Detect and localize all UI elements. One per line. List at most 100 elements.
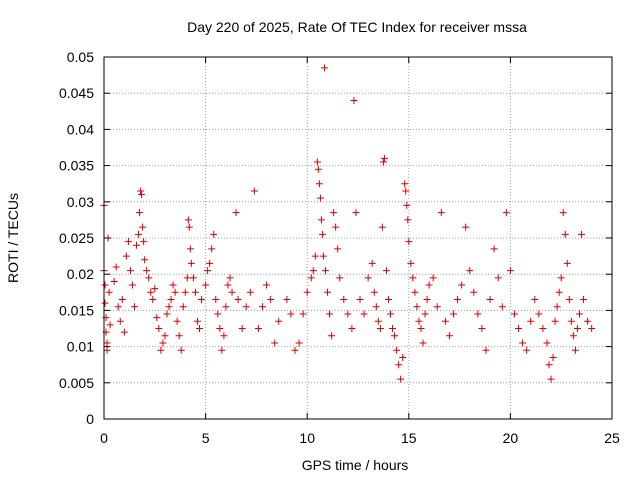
data-point	[271, 339, 279, 347]
data-point	[169, 281, 177, 289]
data-point	[348, 325, 356, 332]
data-points	[100, 64, 596, 383]
data-point	[378, 223, 386, 231]
data-point	[165, 303, 173, 311]
data-point	[135, 230, 143, 238]
data-point	[214, 310, 222, 318]
data-point	[569, 332, 577, 340]
data-point	[543, 339, 551, 347]
data-point	[403, 201, 411, 209]
data-point	[110, 277, 118, 285]
data-point	[242, 303, 250, 311]
data-point	[161, 332, 169, 340]
data-point	[267, 296, 275, 304]
data-point	[183, 274, 191, 282]
x-tick-label: 5	[202, 430, 210, 446]
data-point	[226, 274, 234, 282]
data-point	[157, 346, 165, 354]
data-point	[163, 310, 171, 318]
data-point	[120, 328, 128, 336]
data-point	[191, 288, 199, 296]
data-point	[295, 339, 303, 347]
data-point	[584, 317, 592, 325]
data-point	[391, 332, 399, 340]
data-point	[175, 332, 183, 340]
data-point	[193, 317, 201, 325]
data-point	[139, 223, 147, 231]
data-point	[407, 259, 415, 267]
data-point	[402, 187, 410, 195]
data-point	[575, 310, 583, 318]
data-point	[171, 288, 179, 296]
data-point	[486, 296, 494, 304]
data-point	[415, 317, 423, 325]
data-point	[303, 288, 311, 296]
data-point	[318, 230, 326, 238]
data-point	[187, 259, 195, 267]
data-point	[126, 267, 134, 275]
data-point	[409, 274, 417, 282]
data-point	[204, 267, 212, 275]
data-point	[379, 158, 387, 166]
data-point	[101, 281, 109, 289]
data-point	[185, 223, 193, 231]
data-point	[136, 209, 144, 217]
data-point	[101, 299, 109, 307]
data-point	[258, 303, 266, 311]
data-point	[145, 274, 153, 282]
data-point	[527, 317, 535, 325]
y-tick-label: 0.025	[59, 230, 94, 246]
data-point	[291, 346, 299, 354]
data-point	[311, 252, 319, 260]
data-point	[118, 296, 126, 304]
plot-frame	[103, 56, 613, 420]
data-point	[466, 267, 474, 275]
data-point	[222, 303, 230, 311]
data-point	[344, 310, 352, 318]
data-point	[138, 191, 146, 199]
data-point	[490, 245, 498, 253]
data-point	[321, 267, 329, 275]
data-point	[535, 310, 543, 318]
y-tick-label: 0	[86, 411, 94, 427]
y-axis-label: ROTI / TECUs	[5, 193, 21, 283]
data-point	[210, 230, 218, 238]
data-point	[445, 332, 453, 340]
data-point	[523, 346, 531, 354]
x-tick-label: 25	[604, 430, 620, 446]
y-tick-label: 0.015	[59, 302, 94, 318]
data-point	[478, 325, 486, 332]
data-point	[114, 303, 122, 311]
data-point	[510, 310, 518, 318]
data-point	[573, 325, 581, 332]
data-point	[393, 346, 401, 354]
data-point	[181, 288, 189, 296]
data-point	[137, 187, 145, 195]
data-point	[553, 303, 561, 311]
data-point	[147, 288, 155, 296]
data-point	[330, 209, 338, 217]
data-point	[352, 209, 360, 217]
x-tick-label: 15	[401, 430, 417, 446]
data-point	[450, 310, 458, 318]
data-point	[212, 296, 220, 304]
data-point	[384, 296, 392, 304]
data-point	[313, 158, 321, 166]
data-point	[433, 303, 441, 311]
data-point	[389, 325, 397, 332]
data-point	[116, 317, 124, 325]
data-point	[140, 238, 148, 246]
data-point	[186, 245, 194, 253]
data-point	[309, 267, 317, 275]
data-point	[232, 209, 240, 217]
data-point	[112, 263, 120, 271]
data-point	[571, 346, 579, 354]
data-point	[399, 353, 407, 361]
y-tick-label: 0.04	[67, 121, 94, 137]
y-tick-label: 0.035	[59, 158, 94, 174]
data-point	[130, 303, 138, 311]
data-point	[370, 288, 378, 296]
data-point	[314, 165, 322, 173]
data-point	[254, 325, 262, 332]
data-point	[218, 346, 226, 354]
